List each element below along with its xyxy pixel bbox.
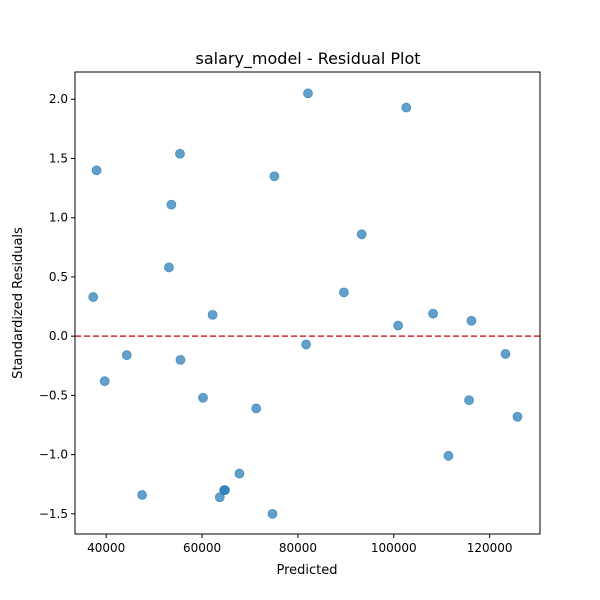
y-tick-label: 1.0 (49, 211, 68, 225)
x-axis: 40000 60000 80000 100000 120000 (87, 534, 513, 555)
data-point-6 (164, 262, 174, 273)
data-point-17 (267, 508, 278, 519)
data-point-27 (464, 395, 474, 406)
x-axis-label: Predicted (276, 563, 337, 578)
data-point-24 (401, 102, 412, 113)
data-point-3 (99, 376, 110, 387)
data-point-11 (207, 309, 218, 320)
data-point-18 (269, 171, 280, 182)
data-point-4 (121, 350, 132, 361)
data-point-9 (175, 354, 186, 365)
plot-frame (74, 71, 541, 535)
x-tick-label: 80000 (279, 541, 317, 555)
data-point-29 (500, 349, 511, 359)
chart-title: salary_model - Residual Plot (195, 49, 420, 69)
data-point-10 (198, 392, 208, 403)
y-tick-label: 2.0 (49, 92, 68, 106)
data-point-15 (234, 468, 245, 479)
y-tick-label: 0.5 (49, 270, 68, 284)
data-point-8 (175, 148, 185, 159)
data-point-1 (88, 292, 99, 302)
data-point-7 (166, 199, 177, 210)
data-point-21 (339, 287, 349, 298)
data-point-14 (220, 485, 230, 496)
y-axis: −1.5 −1.0 −0.5 0.0 0.5 1.0 1.5 2.0 (39, 92, 75, 521)
data-point-5 (137, 490, 148, 500)
x-tick-label: 120000 (467, 541, 513, 555)
y-tick-label: 1.5 (49, 151, 68, 165)
x-tick-label: 40000 (87, 541, 125, 555)
data-point-26 (443, 450, 454, 461)
y-tick-label: −1.0 (39, 448, 68, 462)
data-point-22 (356, 229, 367, 240)
data-point-16 (251, 403, 262, 414)
y-tick-label: −1.5 (39, 507, 68, 521)
data-point-28 (466, 315, 477, 326)
x-tick-label: 100000 (371, 541, 417, 555)
data-point-20 (303, 88, 313, 99)
plot-area (75, 88, 540, 519)
data-point-25 (428, 308, 438, 319)
data-point-30 (512, 411, 523, 422)
y-tick-label: 0.0 (49, 329, 68, 343)
x-tick-label: 60000 (183, 541, 221, 555)
data-point-23 (393, 320, 404, 331)
data-point-12 (214, 492, 225, 503)
y-tick-label: −0.5 (39, 388, 68, 402)
y-axis-label: Standardized Residuals (11, 227, 26, 379)
data-point-19 (301, 339, 311, 350)
data-point-2 (91, 165, 102, 176)
